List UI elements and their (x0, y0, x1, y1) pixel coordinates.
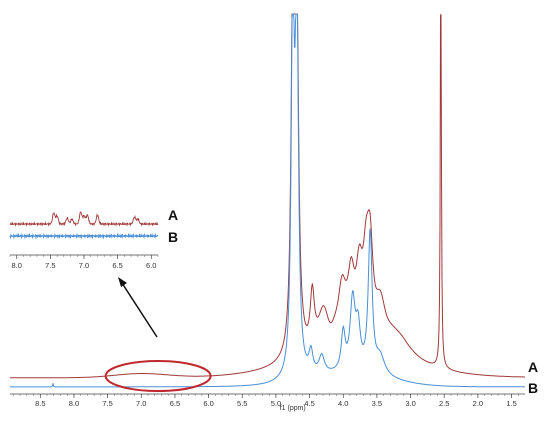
zoom-arrow-shaft (121, 282, 158, 338)
x-tick-label: 4.0 (338, 399, 348, 408)
series-A-line (10, 13, 525, 379)
inset-series-B-line (9, 232, 159, 240)
x-tick-label: 6.5 (170, 399, 180, 408)
x-tick-label: 3.5 (372, 399, 382, 408)
highlight-ellipse (104, 360, 212, 392)
inset-x-tick-label: 6.5 (112, 261, 122, 270)
annotation-layer (104, 277, 212, 392)
inset-x-tick-label: 7.0 (79, 261, 89, 270)
main-spectrum-plot: 8.5 8.0 7.5 7.0 6.5 6.0 5.5 5.0 4.5 4.0 3.5 3.0 2.5 2… (10, 13, 538, 412)
x-tick-label: 8.5 (35, 399, 45, 408)
x-tick-label: 5.0 (271, 399, 281, 408)
x-tick-label: 7.5 (102, 399, 112, 408)
inset-series-A-label: A (168, 207, 178, 223)
zoom-arrow-head (118, 277, 127, 287)
x-tick-label: 2.0 (473, 399, 483, 408)
x-tick-label: 4.5 (304, 399, 314, 408)
x-axis-title: f1 (ppm) (280, 405, 306, 412)
inset-x-tick-label: 6.0 (146, 261, 156, 270)
inset-series-B-label: B (168, 229, 178, 245)
inset-series-A-line (9, 211, 159, 227)
x-tick-label: 2.5 (439, 399, 449, 408)
x-tick-label: 1.5 (506, 399, 516, 408)
series-B-label: B (528, 380, 538, 396)
x-tick-label: 5.5 (237, 399, 247, 408)
x-tick-label: 8.0 (69, 399, 79, 408)
x-tick-label: 6.0 (203, 399, 213, 408)
series-B-line (10, 13, 526, 388)
x-tick-label: 3.0 (405, 399, 415, 408)
series-A-label: A (528, 359, 538, 375)
inset-spectrum-plot: 8.0 7.5 7.0 6.5 6.0 AB (9, 207, 178, 270)
x-tick-label: 7.0 (136, 399, 146, 408)
inset-x-tick-label: 7.5 (45, 261, 55, 270)
inset-x-tick-label: 8.0 (12, 261, 22, 270)
